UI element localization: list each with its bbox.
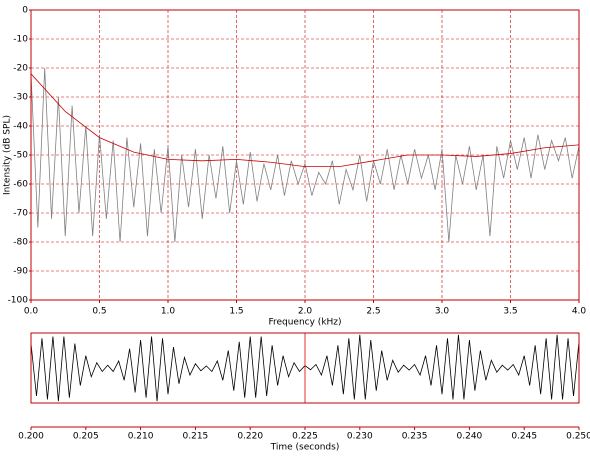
x-tick-label: 4.0 — [572, 307, 587, 317]
y-tick-label: 0 — [22, 6, 28, 16]
plot-frame — [30, 332, 580, 404]
y-tick-label: -60 — [13, 180, 28, 190]
x-tick-label: 0.240 — [457, 432, 483, 442]
y-tick-label: -30 — [13, 93, 28, 103]
x-tick-label: 0.225 — [292, 432, 318, 442]
x-tick-label: 0.235 — [402, 432, 428, 442]
x-tick-label: 0.230 — [347, 432, 373, 442]
y-tick-label: -50 — [13, 151, 28, 161]
plot-frame — [30, 9, 580, 301]
x-tick-label: 0.245 — [511, 432, 537, 442]
x-tick-label: 1.5 — [229, 307, 243, 317]
x-tick-label: 0.210 — [128, 432, 154, 442]
x-tick-label: 1.0 — [161, 307, 176, 317]
y-tick-label: -90 — [13, 267, 28, 277]
x-tick-label: 0.0 — [24, 307, 39, 317]
x-tick-label: 0.220 — [237, 432, 263, 442]
x-tick-label: 3.0 — [435, 307, 450, 317]
data-line — [30, 67, 580, 243]
y-axis-title: Intensity (dB SPL) — [3, 115, 13, 195]
y-tick-label: -80 — [13, 238, 28, 248]
y-tick-label: -70 — [13, 209, 28, 219]
y-tick-label: -100 — [8, 296, 29, 306]
x-tick-label: 3.5 — [503, 307, 517, 317]
x-axis-title: Frequency (kHz) — [268, 318, 341, 328]
x-tick-label: 0.205 — [73, 432, 99, 442]
y-tick-label: -20 — [13, 64, 28, 74]
x-tick-label: 0.200 — [18, 432, 44, 442]
y-tick-label: -10 — [13, 35, 28, 45]
x-tick-label: 2.0 — [298, 307, 313, 317]
data-line — [30, 73, 580, 167]
x-axis-title: Time (seconds) — [270, 443, 340, 453]
x-tick-label: 0.5 — [92, 307, 106, 317]
y-tick-label: -40 — [13, 122, 28, 132]
x-tick-label: 0.250 — [566, 432, 590, 442]
x-tick-label: 2.5 — [366, 307, 380, 317]
x-tick-label: 0.215 — [183, 432, 209, 442]
